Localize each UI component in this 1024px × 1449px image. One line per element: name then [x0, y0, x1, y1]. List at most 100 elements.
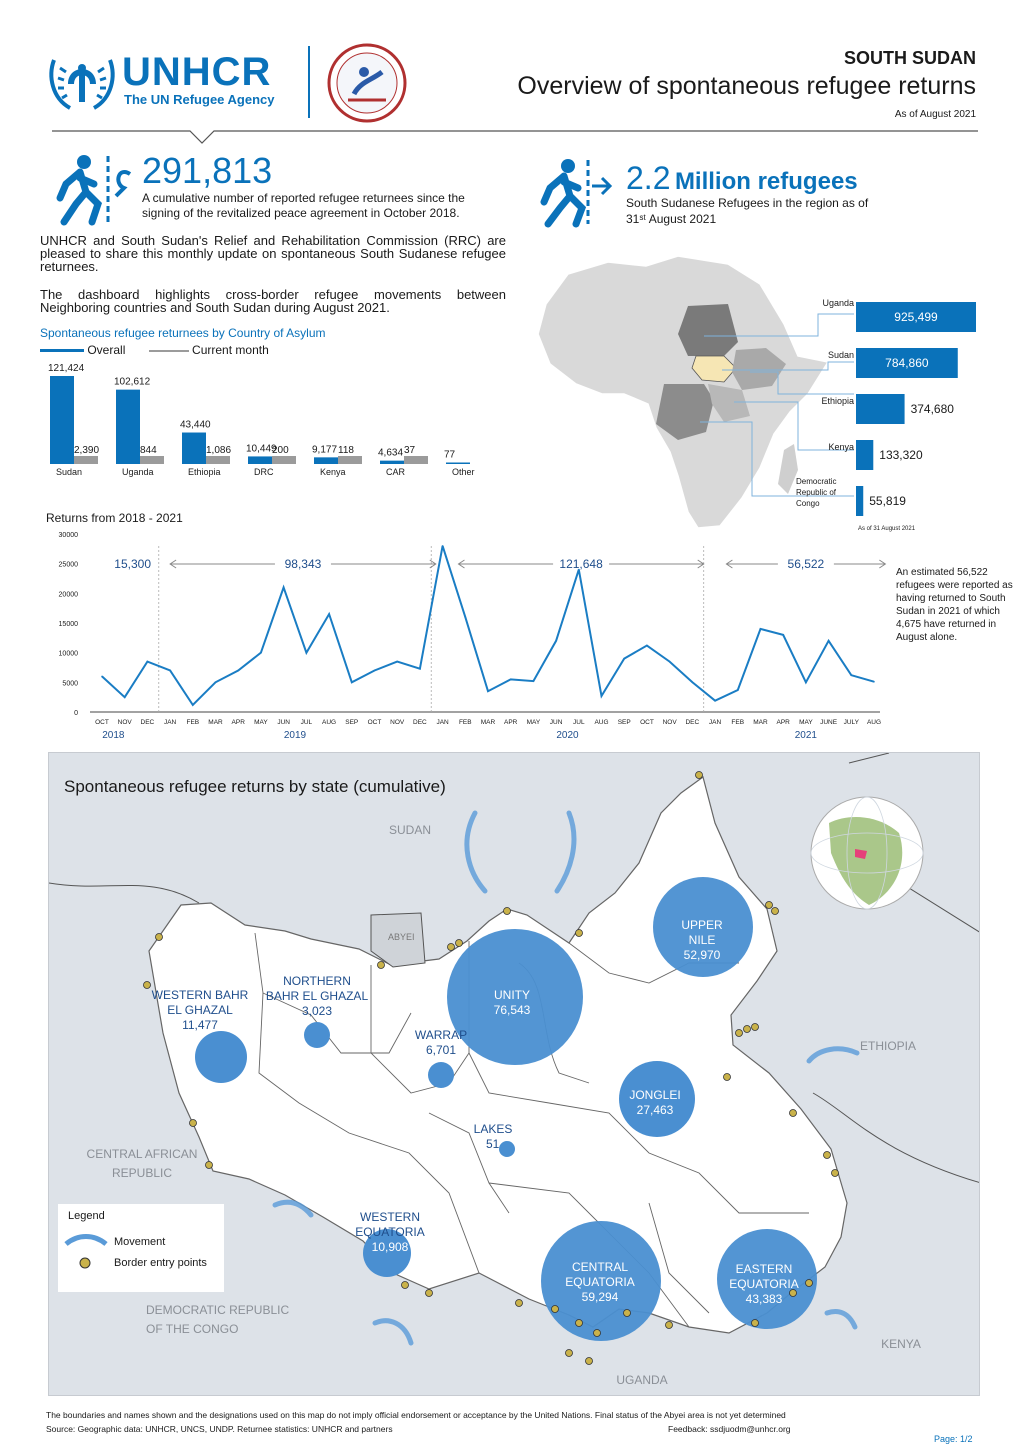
page-title: Overview of spontaneous refugee returns	[517, 72, 976, 100]
state-label-nbeg: NORTHERN BAHR EL GHAZAL 3,023	[262, 974, 372, 1019]
bar-category-host-1: Sudan	[828, 350, 854, 360]
bar-host-3	[856, 440, 874, 470]
bubble-western-eq	[363, 1229, 411, 1277]
bar-overall-uganda	[116, 389, 140, 464]
xtick-15: JAN	[436, 719, 449, 726]
bar-current-label-uganda: 844	[140, 445, 157, 456]
rrc-seal-icon	[326, 42, 408, 124]
state-value-wbeg: 11,477	[182, 1018, 218, 1032]
line-point-32	[827, 640, 830, 642]
bar-category-uganda: Uganda	[122, 467, 154, 477]
as-of-date: As of August 2021	[894, 109, 976, 120]
line-point-28	[736, 689, 739, 691]
bar-current-label-kenya: 118	[338, 445, 354, 456]
period-arrow-left-2	[457, 559, 465, 569]
state-label-central-eq: CENTRAL EQUATORIA 59,294	[556, 1260, 644, 1305]
period-arrow-left-3	[725, 559, 733, 569]
state-value-warrap: 6,701	[425, 1043, 457, 1057]
bar-overall-label-uganda: 102,612	[114, 377, 151, 388]
state-name-unity: UNITY	[494, 988, 530, 1002]
line-point-24	[646, 644, 648, 647]
xtick-24: OCT	[640, 719, 654, 726]
state-value-nbeg: 3,023	[301, 1004, 333, 1018]
returns-line	[101, 545, 875, 707]
line-point-26	[691, 681, 694, 684]
state-name-lakes: LAKES	[473, 1122, 513, 1136]
xtick-34: AUG	[867, 719, 881, 726]
xtick-30: APR	[776, 719, 790, 726]
line-point-1	[123, 696, 126, 698]
bar-current-drc	[272, 456, 296, 464]
line-point-15	[441, 545, 444, 547]
legend-movement-label: Movement	[114, 1236, 166, 1248]
asylum-chart-legend: Overall Current month	[40, 343, 269, 357]
bar-current-kenya	[338, 456, 362, 464]
bar-overall-label-sudan: 121,424	[48, 363, 85, 374]
xtick-3: JAN	[164, 719, 177, 726]
state-label-lakes: LAKES 51	[466, 1122, 520, 1152]
legend-current-swatch	[148, 349, 189, 352]
line-point-7	[260, 651, 262, 654]
line-point-14	[419, 667, 421, 670]
refugees-desc-2: 31ˢᵗ August 2021	[626, 212, 717, 226]
bar-current-label-drc: 200	[272, 445, 289, 456]
legend-overall-swatch	[40, 349, 84, 353]
border-entry-points	[143, 771, 839, 1365]
state-label-upper-nile: UPPER NILE 52,970	[664, 918, 740, 963]
xtick-13: NOV	[390, 719, 405, 726]
madagascar-shape	[778, 444, 798, 494]
xtick-16: FEB	[459, 719, 472, 726]
map-legend: Legend Movement Border entry points	[58, 1204, 224, 1292]
state-name-wbeg: WESTERN BAHR EL GHAZAL	[151, 988, 249, 1017]
state-label-western-eq: WESTERN EQUATORIA 10,908	[350, 1210, 430, 1255]
xtick-27: JAN	[709, 719, 722, 726]
page-number: Page: 1/2	[934, 1434, 973, 1444]
xtick-10: AUG	[322, 719, 336, 726]
bar-current-label-ethiopia: 1,086	[206, 445, 231, 456]
border-point-legend-icon	[79, 1257, 91, 1269]
footer-source: Source: Geographic data: UNHCR, UNCS, UN…	[46, 1424, 393, 1434]
bar-overall-label-other: 77	[444, 450, 456, 461]
xtick-5: MAR	[208, 719, 223, 726]
country-label-car: CENTRAL AFRICAN REPUBLIC	[86, 1147, 198, 1180]
bar-overall-label-ethiopia: 43,440	[180, 420, 211, 431]
bubble-nbeg	[304, 1022, 330, 1048]
bubble-upper-nile	[653, 877, 753, 977]
xtick-29: MAR	[753, 719, 768, 726]
bar-overall-ethiopia	[182, 432, 206, 464]
country-label-ethiopia: ETHIOPIA	[859, 1039, 916, 1053]
line-point-9	[305, 651, 308, 654]
xtick-7: MAY	[254, 719, 268, 726]
state-name-central-eq: CENTRAL EQUATORIA	[565, 1260, 635, 1289]
line-point-5	[214, 681, 217, 684]
bar-category-sudan: Sudan	[56, 467, 82, 477]
xtick-32: JUNE	[820, 719, 838, 726]
bar-current-label-car: 37	[404, 445, 416, 456]
period-label-0: 15,300	[114, 557, 151, 571]
bubble-warrap	[428, 1062, 454, 1088]
state-label-jonglei: JONGLEI 27,463	[620, 1088, 690, 1118]
line-point-33	[850, 674, 853, 677]
line-point-29	[759, 628, 762, 630]
uganda-kenya-shape	[708, 384, 750, 422]
line-point-4	[192, 704, 194, 706]
intro-paragraph-1: UNHCR and South Sudan's Relief and Rehab…	[40, 233, 506, 274]
bar-label-host-3: 133,320	[879, 448, 923, 462]
period-arrow-right-1	[429, 559, 437, 569]
bar-category-kenya: Kenya	[320, 467, 346, 477]
bar-host-4	[856, 486, 864, 516]
bar-overall-other	[446, 462, 470, 464]
bubble-lakes	[499, 1141, 515, 1157]
bar-host-0	[856, 302, 976, 332]
bar-overall-kenya	[314, 457, 338, 464]
bar-label-host-0: 925,499	[894, 310, 938, 324]
line-point-6	[237, 669, 240, 672]
line-chart-note: An estimated 56,522 refugees were report…	[896, 567, 1013, 643]
returnees-desc-1: A cumulative number of reported refugee …	[142, 191, 465, 205]
returnee-icon	[46, 152, 138, 228]
xtick-23: SEP	[618, 719, 631, 726]
xtick-0: OCT	[95, 719, 109, 726]
bar-category-host-4-2: Congo	[796, 499, 820, 508]
ytick-15000: 15000	[59, 621, 79, 628]
ytick-30000: 30000	[59, 532, 79, 539]
